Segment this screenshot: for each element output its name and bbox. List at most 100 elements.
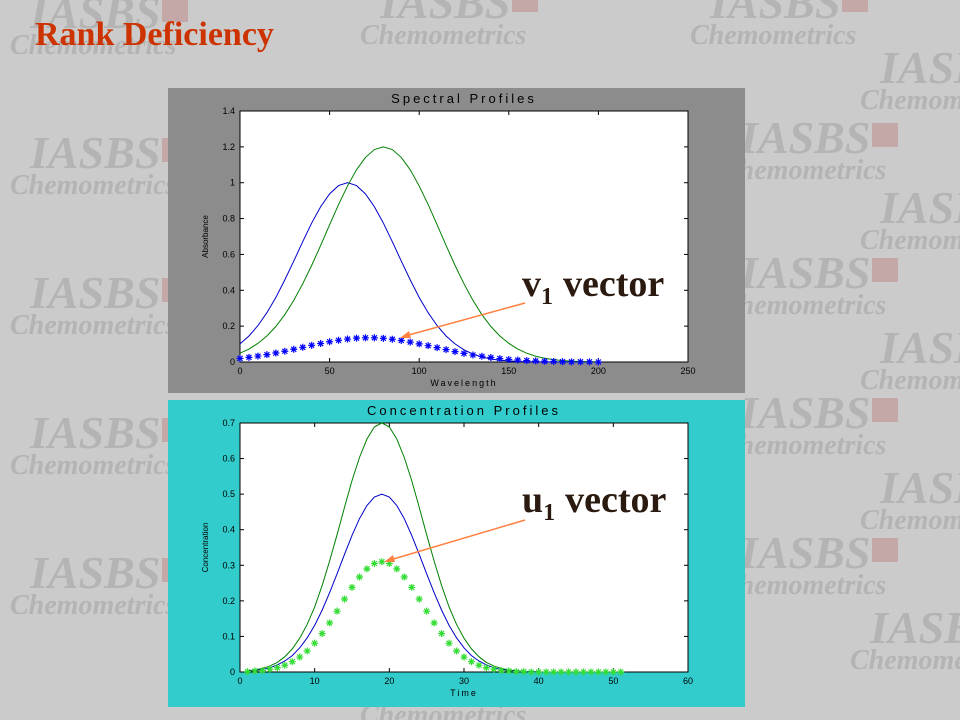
star-marker (467, 658, 475, 666)
star-marker (317, 340, 325, 348)
star-marker (460, 349, 468, 357)
chart: Concentration Profiles Time Concentration 0… (168, 400, 745, 707)
star-marker (254, 352, 262, 360)
x-tick-label: 0 (237, 676, 242, 686)
star-marker (512, 668, 520, 676)
x-axis-label: Time (450, 688, 478, 698)
x-tick-label: 100 (412, 366, 427, 376)
star-marker (487, 354, 495, 362)
watermark-name: IASBS (739, 527, 870, 578)
chart-title: Spectral Profiles (391, 91, 537, 106)
star-marker (490, 665, 498, 673)
watermark-subtitle: Chemometrics (10, 450, 177, 481)
star-marker (348, 583, 356, 591)
star-marker (308, 341, 316, 349)
star-marker (585, 358, 593, 366)
star-marker (333, 607, 341, 615)
star-marker (258, 667, 266, 675)
plot-area (239, 110, 689, 363)
watermark-name: IASBS (739, 112, 870, 163)
y-axis-label: Absorbance (201, 215, 210, 258)
watermark-name: IASBS (739, 387, 870, 438)
slide-title: Rank Deficiency (35, 16, 274, 53)
annotation: u1 vector (522, 479, 667, 526)
star-marker (527, 668, 535, 676)
series-line (247, 422, 539, 673)
star-marker (326, 619, 334, 627)
watermark-subtitle: Chemometrics (860, 85, 960, 116)
watermark-subtitle: Chemometrics (720, 570, 887, 601)
watermark-name: IASBS (29, 407, 160, 458)
y-tick-label: 0 (230, 667, 235, 677)
star-marker (378, 558, 386, 566)
watermark-subtitle: Chemometrics (10, 590, 177, 621)
star-marker (341, 595, 349, 603)
watermark-subtitle: Chemometrics (10, 30, 177, 61)
watermark-name: IASBS (29, 127, 160, 178)
y-tick-label: 1.2 (222, 142, 235, 152)
watermark-subtitle: Chemometrics (720, 290, 887, 321)
y-tick-label: 0.1 (222, 631, 235, 641)
star-marker (236, 354, 244, 362)
star-marker (541, 357, 549, 365)
x-tick-label: 250 (680, 366, 695, 376)
star-marker (559, 358, 567, 366)
annotation-subscript: 1 (543, 500, 555, 526)
star-marker (363, 565, 371, 573)
watermark-subtitle: Chemometrics (850, 645, 960, 676)
star-marker (602, 668, 610, 676)
star-marker (469, 351, 477, 359)
x-tick-label: 0 (237, 366, 242, 376)
star-marker (565, 668, 573, 676)
annotation-subscript: 1 (541, 284, 553, 310)
star-marker (344, 335, 352, 343)
star-marker (397, 336, 405, 344)
y-tick-label: 0 (230, 357, 235, 367)
star-marker (609, 668, 617, 676)
watermark-name: IASBS (739, 247, 870, 298)
watermarks: IASBSChemometricsIASBSChemometricsIASBSC… (10, 0, 960, 720)
star-marker (352, 334, 360, 342)
watermark-name: IASBS (869, 602, 960, 653)
series-line (247, 493, 539, 673)
watermark-subtitle: Chemometrics (860, 365, 960, 396)
star-marker (576, 358, 584, 366)
star-marker (617, 668, 625, 676)
x-tick-label: 200 (591, 366, 606, 376)
star-marker (415, 340, 423, 348)
star-marker (430, 619, 438, 627)
star-marker (290, 345, 298, 353)
star-marker (263, 351, 271, 359)
annotation-symbol: v (522, 263, 541, 305)
watermark-subtitle: Chemometrics (860, 505, 960, 536)
watermark-subtitle: Chemometrics (10, 310, 177, 341)
star-marker (408, 583, 416, 591)
star-marker (542, 668, 550, 676)
annotation-arrow (404, 302, 526, 337)
x-tick-label: 50 (325, 366, 335, 376)
annotation-arrow (389, 519, 526, 561)
star-marker (406, 338, 414, 346)
star-marker (326, 338, 334, 346)
watermark-name: IASBS (879, 462, 960, 513)
x-axis-label: Wavelength (430, 378, 497, 388)
star-marker (497, 667, 505, 675)
watermark-subtitle: Chemometrics (690, 20, 857, 51)
y-tick-label: 0.2 (222, 321, 235, 331)
star-marker (266, 665, 274, 673)
watermark-icon (872, 258, 898, 282)
star-marker (438, 630, 446, 638)
arrow-head (384, 555, 395, 562)
watermark-icon (872, 538, 898, 562)
star-marker (520, 668, 528, 676)
star-marker (335, 336, 343, 344)
y-tick-label: 0.2 (222, 596, 235, 606)
watermark-subtitle: Chemometrics (720, 155, 887, 186)
x-tick-label: 150 (501, 366, 516, 376)
series-line (239, 146, 599, 363)
y-axis-label: Concentration (201, 523, 210, 573)
watermark-name: IASBS (879, 182, 960, 233)
annotation-text: vector (563, 263, 664, 305)
y-tick-label: 1.4 (222, 106, 235, 116)
